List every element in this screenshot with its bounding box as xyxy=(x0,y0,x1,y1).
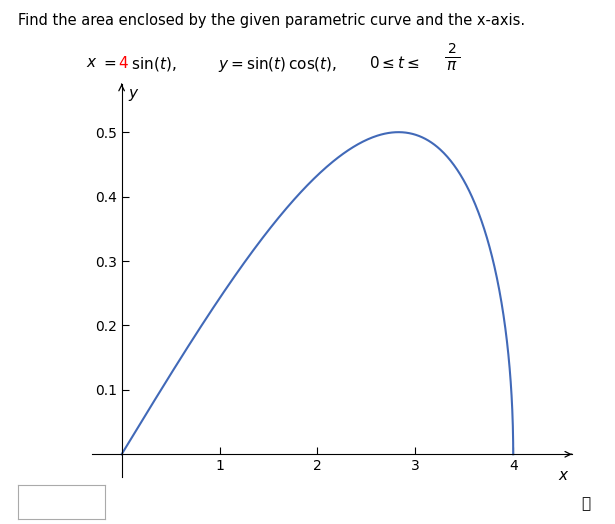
Text: ⓘ: ⓘ xyxy=(582,497,590,511)
Text: $= $: $= $ xyxy=(101,55,117,70)
Text: $\overline{\quad}$: $\overline{\quad}$ xyxy=(443,48,461,63)
Text: Find the area enclosed by the given parametric curve and the x-axis.: Find the area enclosed by the given para… xyxy=(18,13,526,28)
Text: $0 \leq t \leq$: $0 \leq t \leq$ xyxy=(369,55,419,71)
Text: $y$: $y$ xyxy=(129,87,140,103)
Text: $y = \sin(t)\,\cos(t),$: $y = \sin(t)\,\cos(t),$ xyxy=(218,55,338,74)
Text: $\pi$: $\pi$ xyxy=(446,58,458,73)
Text: $2$: $2$ xyxy=(447,42,457,56)
Text: $x$: $x$ xyxy=(86,55,98,70)
Text: $\,\sin(t),$: $\,\sin(t),$ xyxy=(129,55,177,73)
Text: $x$: $x$ xyxy=(558,468,570,484)
Text: $4$: $4$ xyxy=(118,55,129,71)
